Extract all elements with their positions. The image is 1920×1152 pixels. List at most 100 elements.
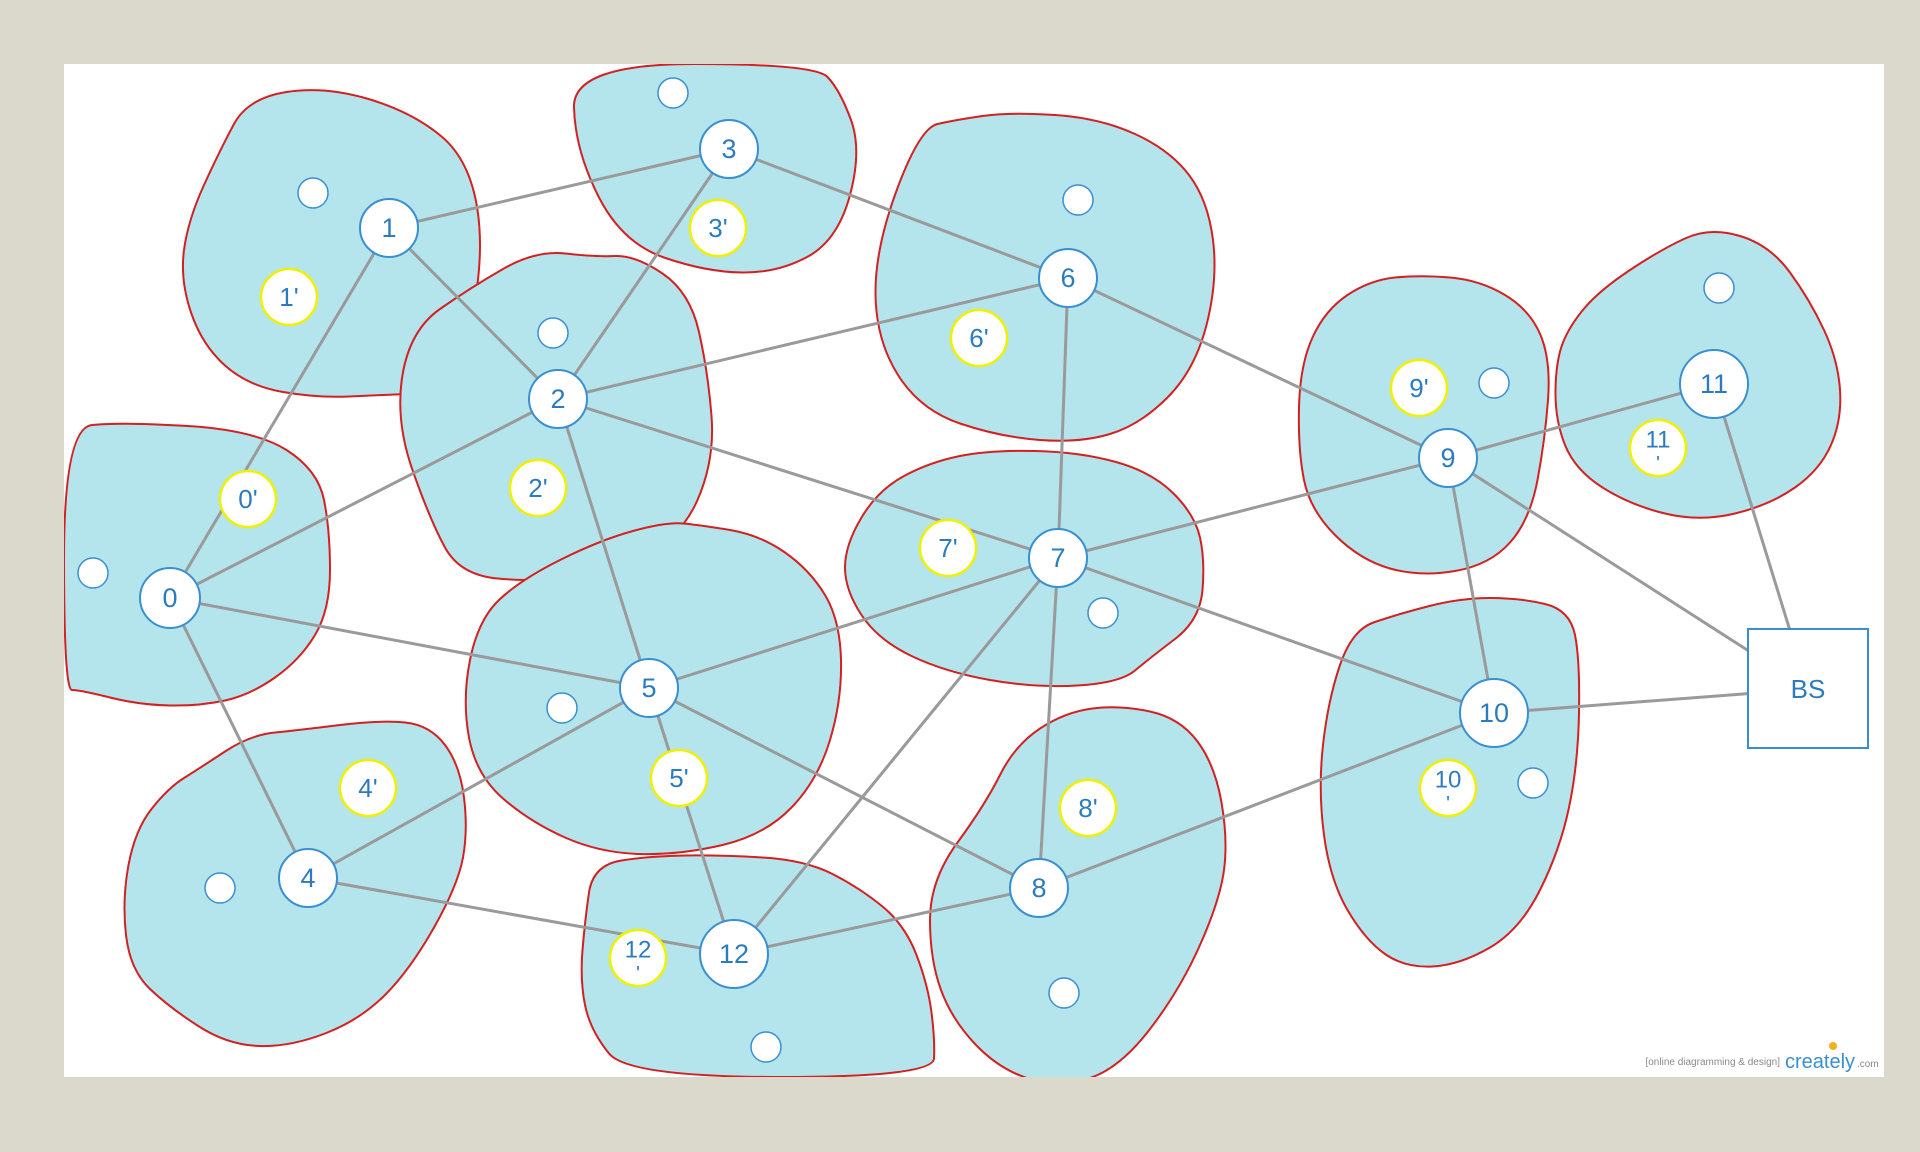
node-circle[interactable]: [1009, 858, 1069, 918]
edge-7-8: [1037, 557, 1060, 889]
base-station[interactable]: BS: [1747, 628, 1869, 749]
watermark: [online diagramming & design] creately .…: [1645, 1042, 1879, 1073]
member-dot[interactable]: [297, 177, 329, 209]
node-circle[interactable]: [1418, 428, 1478, 488]
prime-node-circle[interactable]: [1389, 358, 1449, 418]
edge-5-12: [647, 687, 736, 955]
node-12[interactable]: 12: [699, 919, 769, 989]
node-label: 12: [719, 939, 749, 969]
prime-node[interactable]: 9': [1389, 358, 1449, 418]
prime-node-circle[interactable]: [259, 267, 319, 327]
node-3[interactable]: 3: [699, 119, 759, 179]
prime-node-circle[interactable]: [218, 469, 278, 529]
node-5[interactable]: 5: [619, 658, 679, 718]
prime-node-circle[interactable]: [649, 748, 709, 808]
node-1[interactable]: 1: [359, 198, 419, 258]
edge-6-9: [1067, 276, 1449, 460]
prime-node[interactable]: 6': [949, 308, 1009, 368]
node-label: 8: [1031, 873, 1046, 903]
node-11[interactable]: 11: [1679, 349, 1749, 419]
edge-8-10: [1038, 711, 1495, 890]
prime-node-label: 12: [625, 937, 652, 964]
watermark-tagline: [online diagramming & design]: [1645, 1057, 1780, 1068]
cluster-region: [1297, 275, 1550, 575]
prime-node-circle[interactable]: [1418, 758, 1478, 818]
node-circle[interactable]: [699, 919, 769, 989]
base-station-box[interactable]: [1747, 628, 1869, 749]
prime-node-label: 7': [938, 533, 957, 563]
node-4[interactable]: 4: [278, 848, 338, 908]
member-dot[interactable]: [546, 692, 578, 724]
edge-5-8: [648, 686, 1040, 890]
node-label: 0: [162, 583, 177, 613]
node-circle[interactable]: [1679, 349, 1749, 419]
prime-node-circle[interactable]: [508, 458, 568, 518]
prime-node[interactable]: 2': [508, 458, 568, 518]
prime-node[interactable]: 3': [688, 198, 748, 258]
prime-node-label: 6': [969, 323, 988, 353]
edge-7-12: [732, 557, 1060, 955]
prime-node[interactable]: 4': [338, 758, 398, 818]
prime-node[interactable]: 0': [218, 469, 278, 529]
member-dot[interactable]: [1087, 597, 1119, 629]
prime-node-label-mark: ': [636, 963, 640, 985]
edge-7-9: [1057, 456, 1449, 560]
member-dot[interactable]: [750, 1031, 782, 1063]
node-8[interactable]: 8: [1009, 858, 1069, 918]
prime-node-circle[interactable]: [338, 758, 398, 818]
node-circle[interactable]: [278, 848, 338, 908]
edge-9-10: [1446, 457, 1496, 714]
prime-node[interactable]: 10': [1418, 758, 1478, 818]
edge-3-6: [728, 147, 1069, 280]
prime-node-circle[interactable]: [918, 518, 978, 578]
prime-node-circle[interactable]: [608, 928, 668, 988]
prime-node-circle[interactable]: [1058, 778, 1118, 838]
prime-node-circle[interactable]: [949, 308, 1009, 368]
edge-2-7: [557, 397, 1059, 560]
member-dot[interactable]: [657, 77, 689, 109]
node-label: 7: [1050, 543, 1065, 573]
edge-2-3: [556, 148, 731, 400]
member-dot[interactable]: [1517, 767, 1549, 799]
node-circle[interactable]: [359, 198, 419, 258]
prime-node-circle[interactable]: [688, 198, 748, 258]
node-10[interactable]: 10: [1459, 678, 1529, 748]
prime-node-label: 4': [358, 773, 377, 803]
prime-node[interactable]: 11': [1628, 418, 1688, 478]
member-dot[interactable]: [1048, 977, 1080, 1009]
member-dots: [77, 77, 1735, 1063]
node-circle[interactable]: [1459, 678, 1529, 748]
prime-node-label: 2': [528, 473, 547, 503]
cluster-region: [928, 706, 1227, 1077]
node-circle[interactable]: [619, 658, 679, 718]
node-circle[interactable]: [1028, 528, 1088, 588]
node-6[interactable]: 6: [1038, 248, 1098, 308]
edge-1-2: [387, 226, 560, 401]
member-dot[interactable]: [204, 872, 236, 904]
member-dot[interactable]: [537, 317, 569, 349]
node-circle[interactable]: [528, 369, 588, 429]
node-0[interactable]: 0: [139, 567, 201, 629]
prime-node-label: 9': [1409, 373, 1428, 403]
prime-node[interactable]: 5': [649, 748, 709, 808]
node-circle[interactable]: [1038, 248, 1098, 308]
edge-4-5: [307, 686, 650, 880]
prime-node[interactable]: 12': [608, 928, 668, 988]
prime-node-circle[interactable]: [1628, 418, 1688, 478]
node-circle[interactable]: [699, 119, 759, 179]
node-label: 3: [721, 134, 736, 164]
node-circle[interactable]: [139, 567, 201, 629]
member-dot[interactable]: [1703, 272, 1735, 304]
member-dot[interactable]: [1478, 367, 1510, 399]
node-9[interactable]: 9: [1418, 428, 1478, 488]
node-2[interactable]: 2: [528, 369, 588, 429]
prime-node[interactable]: 7': [918, 518, 978, 578]
node-7[interactable]: 7: [1028, 528, 1088, 588]
watermark-brand: creately: [1785, 1051, 1855, 1073]
prime-nodes: 0'1'2'3'4' 5'6'7'8'9'10'11'12': [218, 198, 1688, 988]
member-dot[interactable]: [1062, 184, 1094, 216]
prime-node[interactable]: 1': [259, 267, 319, 327]
prime-node[interactable]: 8': [1058, 778, 1118, 838]
member-dot[interactable]: [77, 557, 109, 589]
